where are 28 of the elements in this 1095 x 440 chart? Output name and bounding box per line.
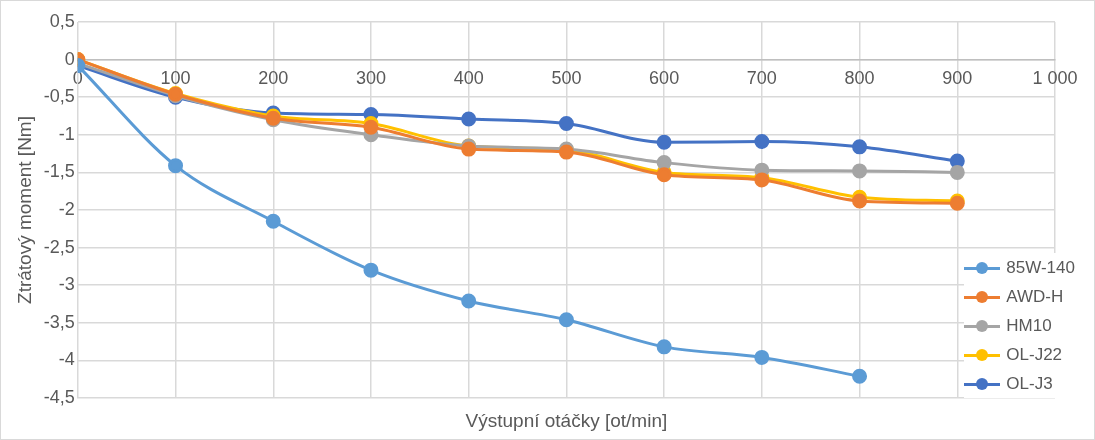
x-axis-title: Výstupní otáčky [ot/min] [465,410,668,432]
y-tick-label: -4 [58,349,75,370]
y-tick-label: -3,5 [43,311,75,332]
x-tick-label: 800 [844,68,875,89]
y-tick-label: 0 [64,48,75,69]
y-tick-label: -3 [58,274,75,295]
y-tick-label: 0,5 [49,10,75,31]
legend-label: OL-J3 [1006,373,1053,394]
y-tick-label: -1,5 [43,161,75,182]
x-tick-label: 900 [942,68,973,89]
legend-label: 85W-140 [1006,257,1075,278]
x-tick-label: 1 000 [1032,68,1078,89]
y-tick-label: -1 [58,123,75,144]
y-tick-label: -2 [58,198,75,219]
y-tick-label: -4,5 [43,386,75,407]
legend-label: HM10 [1006,315,1052,336]
y-tick-label: -0,5 [43,86,75,107]
x-tick-label: 700 [746,68,777,89]
y-tick-label: -2,5 [43,236,75,257]
legend-label: OL-J22 [1006,344,1063,365]
legend-label: AWD-H [1006,286,1064,307]
x-tick-label: 400 [453,68,484,89]
x-tick-label: 500 [551,68,582,89]
x-tick-label: 200 [258,68,289,89]
x-tick-label: 600 [649,68,680,89]
y-axis-title: Ztrátový moment [Nm] [13,116,35,304]
x-tick-label: 100 [160,68,191,89]
x-tick-label: 300 [355,68,386,89]
